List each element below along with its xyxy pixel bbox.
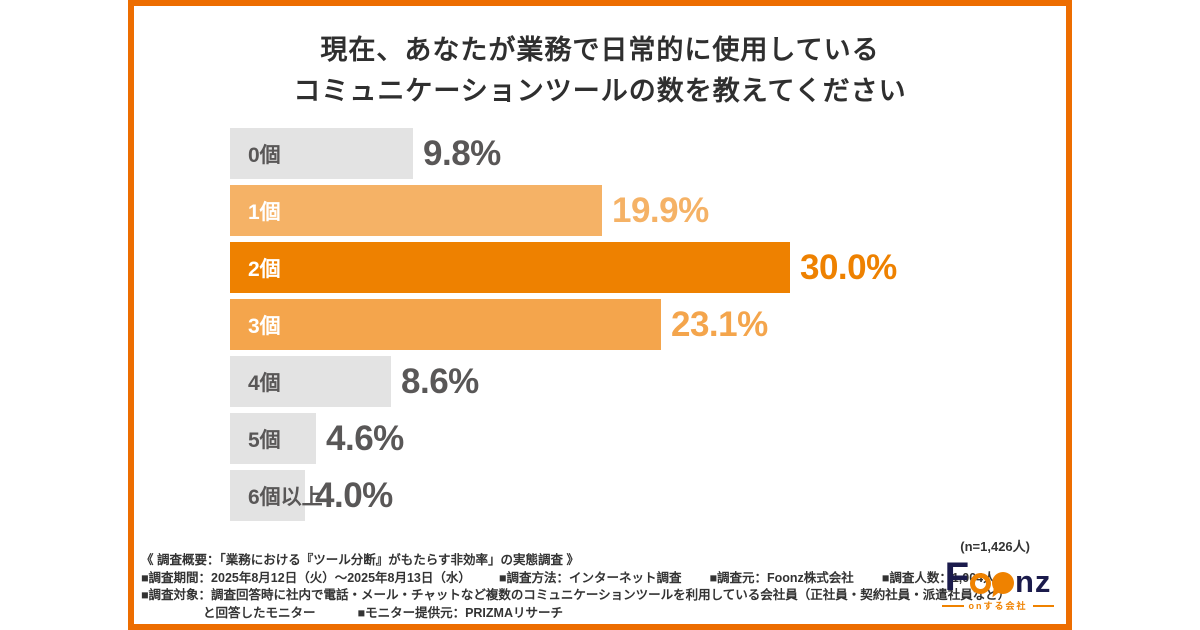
tagline-text: onする会社 <box>968 601 1028 611</box>
bar-1個: 1個 <box>230 185 602 236</box>
bar-row: 1個 19.9% <box>230 185 1050 236</box>
chart-title-line2: コミュニケーションツールの数を教えてください <box>293 76 907 106</box>
category-label: 4個 <box>248 371 281 395</box>
bar-5個: 5個 <box>230 413 316 464</box>
value-label: 9.8% <box>423 133 501 173</box>
survey-respondents: ■調査人数：1,004人 <box>881 570 996 585</box>
value-label: 4.6% <box>326 418 404 458</box>
survey-overview-line: 《 調査概要：「業務における『ツール分断』がもたらす非効率」の実態調査 》 <box>141 553 579 567</box>
survey-method: ■調査方法：インターネット調査 <box>498 570 682 585</box>
bar-row: 2個 30.0% <box>230 242 1050 293</box>
survey-monitor-line: と回答したモニター ■モニター提供元：PRIZMAリサーチ <box>141 605 941 623</box>
foonz-logo-tagline: onする会社 <box>942 599 1054 612</box>
bar-0個: 0個 <box>230 128 413 179</box>
sample-size-note: (n=1,426人) <box>960 539 1030 554</box>
category-label: 5個 <box>248 428 281 452</box>
bar-row: 4個 8.6% <box>230 356 1050 407</box>
bar-row: 5個 4.6% <box>230 413 1050 464</box>
value-label: 19.9% <box>612 190 709 230</box>
value-label: 23.1% <box>671 304 768 344</box>
survey-target-continued: と回答したモニター <box>203 605 316 620</box>
survey-meta-line: ■調査期間：2025年8月12日（火）～2025年8月13日（水） ■調査方法：… <box>141 570 996 588</box>
survey-period: ■調査期間：2025年8月12日（火）～2025年8月13日（水） <box>141 570 471 585</box>
survey-target-line: ■調査対象：調査回答時に社内で電話・メール・チャットなど複数のコミュニケーション… <box>141 588 1011 602</box>
bar-row: 6個以上 4.0% <box>230 470 1050 521</box>
logo-letters-nz: nz <box>1015 564 1052 600</box>
category-label: 3個 <box>248 314 281 338</box>
value-label: 8.6% <box>401 361 479 401</box>
value-label: 30.0% <box>800 247 897 287</box>
chart-title-line1: 現在、あなたが業務で日常的に使用している <box>320 35 880 65</box>
foonz-logo: F nz onする会社 <box>942 555 1054 612</box>
tagline-dash-right <box>1032 604 1054 607</box>
category-label: 6個以上 <box>248 485 323 509</box>
survey-details: 《 調査概要：「業務における『ツール分断』がもたらす非効率」の実態調査 》 ■調… <box>141 552 1011 623</box>
horizontal-bar-chart: 0個 9.8% 1個 19.9% 2個 30.0% 3個 23.1% 4個 8.6% 5個 4.6% 6… <box>230 128 1050 527</box>
bar-row: 0個 9.8% <box>230 128 1050 179</box>
bar-3個: 3個 <box>230 299 661 350</box>
foonz-logo-wordmark: F nz <box>942 555 1054 600</box>
logo-o-ring-icon <box>970 573 991 594</box>
survey-infographic-card: 現在、あなたが業務で日常的に使用している コミュニケーションツールの数を教えてく… <box>128 0 1072 630</box>
bar-row: 3個 23.1% <box>230 299 1050 350</box>
category-label: 2個 <box>248 257 281 281</box>
bar-2個: 2個 <box>230 242 790 293</box>
category-label: 0個 <box>248 143 281 167</box>
tagline-dash-left <box>942 604 964 607</box>
chart-title: 現在、あなたが業務で日常的に使用している コミュニケーションツールの数を教えてく… <box>134 30 1066 112</box>
bar-4個: 4個 <box>230 356 391 407</box>
survey-monitor-provider: ■モニター提供元：PRIZMAリサーチ <box>357 605 563 620</box>
logo-speech-bubble-icon <box>992 572 1014 594</box>
category-label: 1個 <box>248 200 281 224</box>
bar-6個以上: 6個以上 <box>230 470 323 521</box>
value-label: 4.0% <box>315 475 393 515</box>
logo-letter-f: F <box>944 555 969 600</box>
survey-source: ■調査元：Foonz株式会社 <box>709 570 854 585</box>
